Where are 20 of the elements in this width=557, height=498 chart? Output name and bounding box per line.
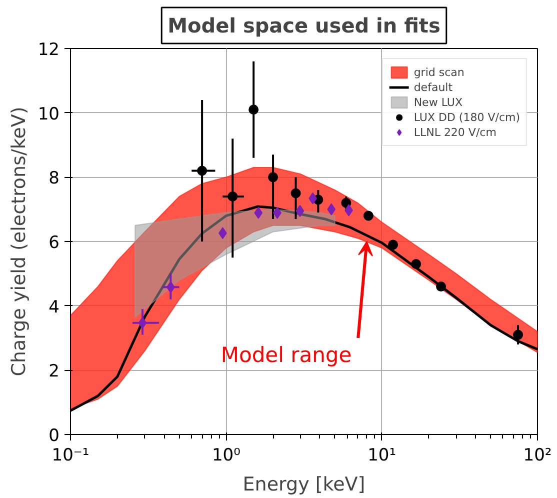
legend-label: LUX DD (180 V/cm) <box>414 110 520 124</box>
y-tick-label: 6 <box>48 233 60 253</box>
y-axis-title: Charge yield (electrons/keV) <box>8 106 30 376</box>
legend-label: grid scan <box>414 65 464 79</box>
y-tick-label: 0 <box>48 426 60 446</box>
legend-label: default <box>414 80 453 94</box>
y-tick-label: 2 <box>48 362 60 382</box>
x-axis-title: Energy [keV] <box>242 474 366 496</box>
y-tick-label: 12 <box>38 40 60 60</box>
chart-title: Model space used in fits <box>168 14 440 38</box>
x-tick-label: 10¹ <box>368 446 396 466</box>
annotation: Model range <box>220 342 352 367</box>
x-tick-label: 10² <box>523 446 552 466</box>
legend-label: New LUX <box>414 95 462 109</box>
y-tick-label: 10 <box>38 104 60 124</box>
y-tick-label: 4 <box>48 297 60 318</box>
y-tick-label: 8 <box>48 168 60 189</box>
x-tick-label: 10⁻¹ <box>52 446 90 466</box>
x-tick-label: 10⁰ <box>212 446 241 466</box>
legend-label: LLNL 220 V/cm <box>414 125 496 139</box>
